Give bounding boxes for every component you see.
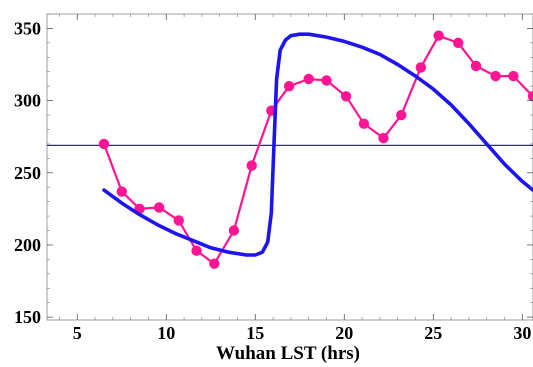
x-tick-label: 10 xyxy=(157,323,175,343)
plot-border xyxy=(46,13,533,321)
y-tick-label: 250 xyxy=(14,163,41,183)
data-point xyxy=(228,225,240,236)
x-tick-label: 30 xyxy=(513,323,531,343)
data-point xyxy=(527,91,533,102)
data-point xyxy=(470,60,482,72)
x-axis-title: Wuhan LST (hrs) xyxy=(216,343,360,364)
y-tick-label: 200 xyxy=(14,235,41,255)
data-point xyxy=(321,75,332,86)
data-point xyxy=(415,62,427,73)
data-point xyxy=(191,245,202,256)
data-point xyxy=(433,30,444,41)
x-axis: 5 10 15 20 25 30 xyxy=(59,14,531,343)
data-point xyxy=(246,160,257,171)
x-tick-label: 5 xyxy=(73,323,82,343)
x-tick-label: 20 xyxy=(335,323,353,343)
data-point xyxy=(283,80,295,92)
data-point xyxy=(378,132,389,144)
y-tick-label: 300 xyxy=(14,91,41,111)
data-point xyxy=(173,215,184,226)
series-curve xyxy=(102,32,533,257)
data-point xyxy=(340,91,352,102)
x-tick-label: 15 xyxy=(246,323,264,343)
data-point xyxy=(490,70,501,82)
data-point xyxy=(98,138,110,150)
y-tick-label: 150 xyxy=(14,307,41,327)
plot-frame xyxy=(46,13,533,321)
data-point xyxy=(116,186,127,197)
y-tick-label: 350 xyxy=(14,18,41,38)
data-point xyxy=(396,109,407,121)
series-layer xyxy=(98,30,533,269)
data-point xyxy=(209,258,220,269)
data-point xyxy=(358,118,370,129)
data-point xyxy=(453,37,464,49)
data-point xyxy=(303,73,314,85)
y-axis: 150 200 250 300 350 xyxy=(14,13,533,327)
x-tick-label: 25 xyxy=(424,323,442,343)
data-point xyxy=(153,202,165,213)
data-point xyxy=(508,70,519,82)
